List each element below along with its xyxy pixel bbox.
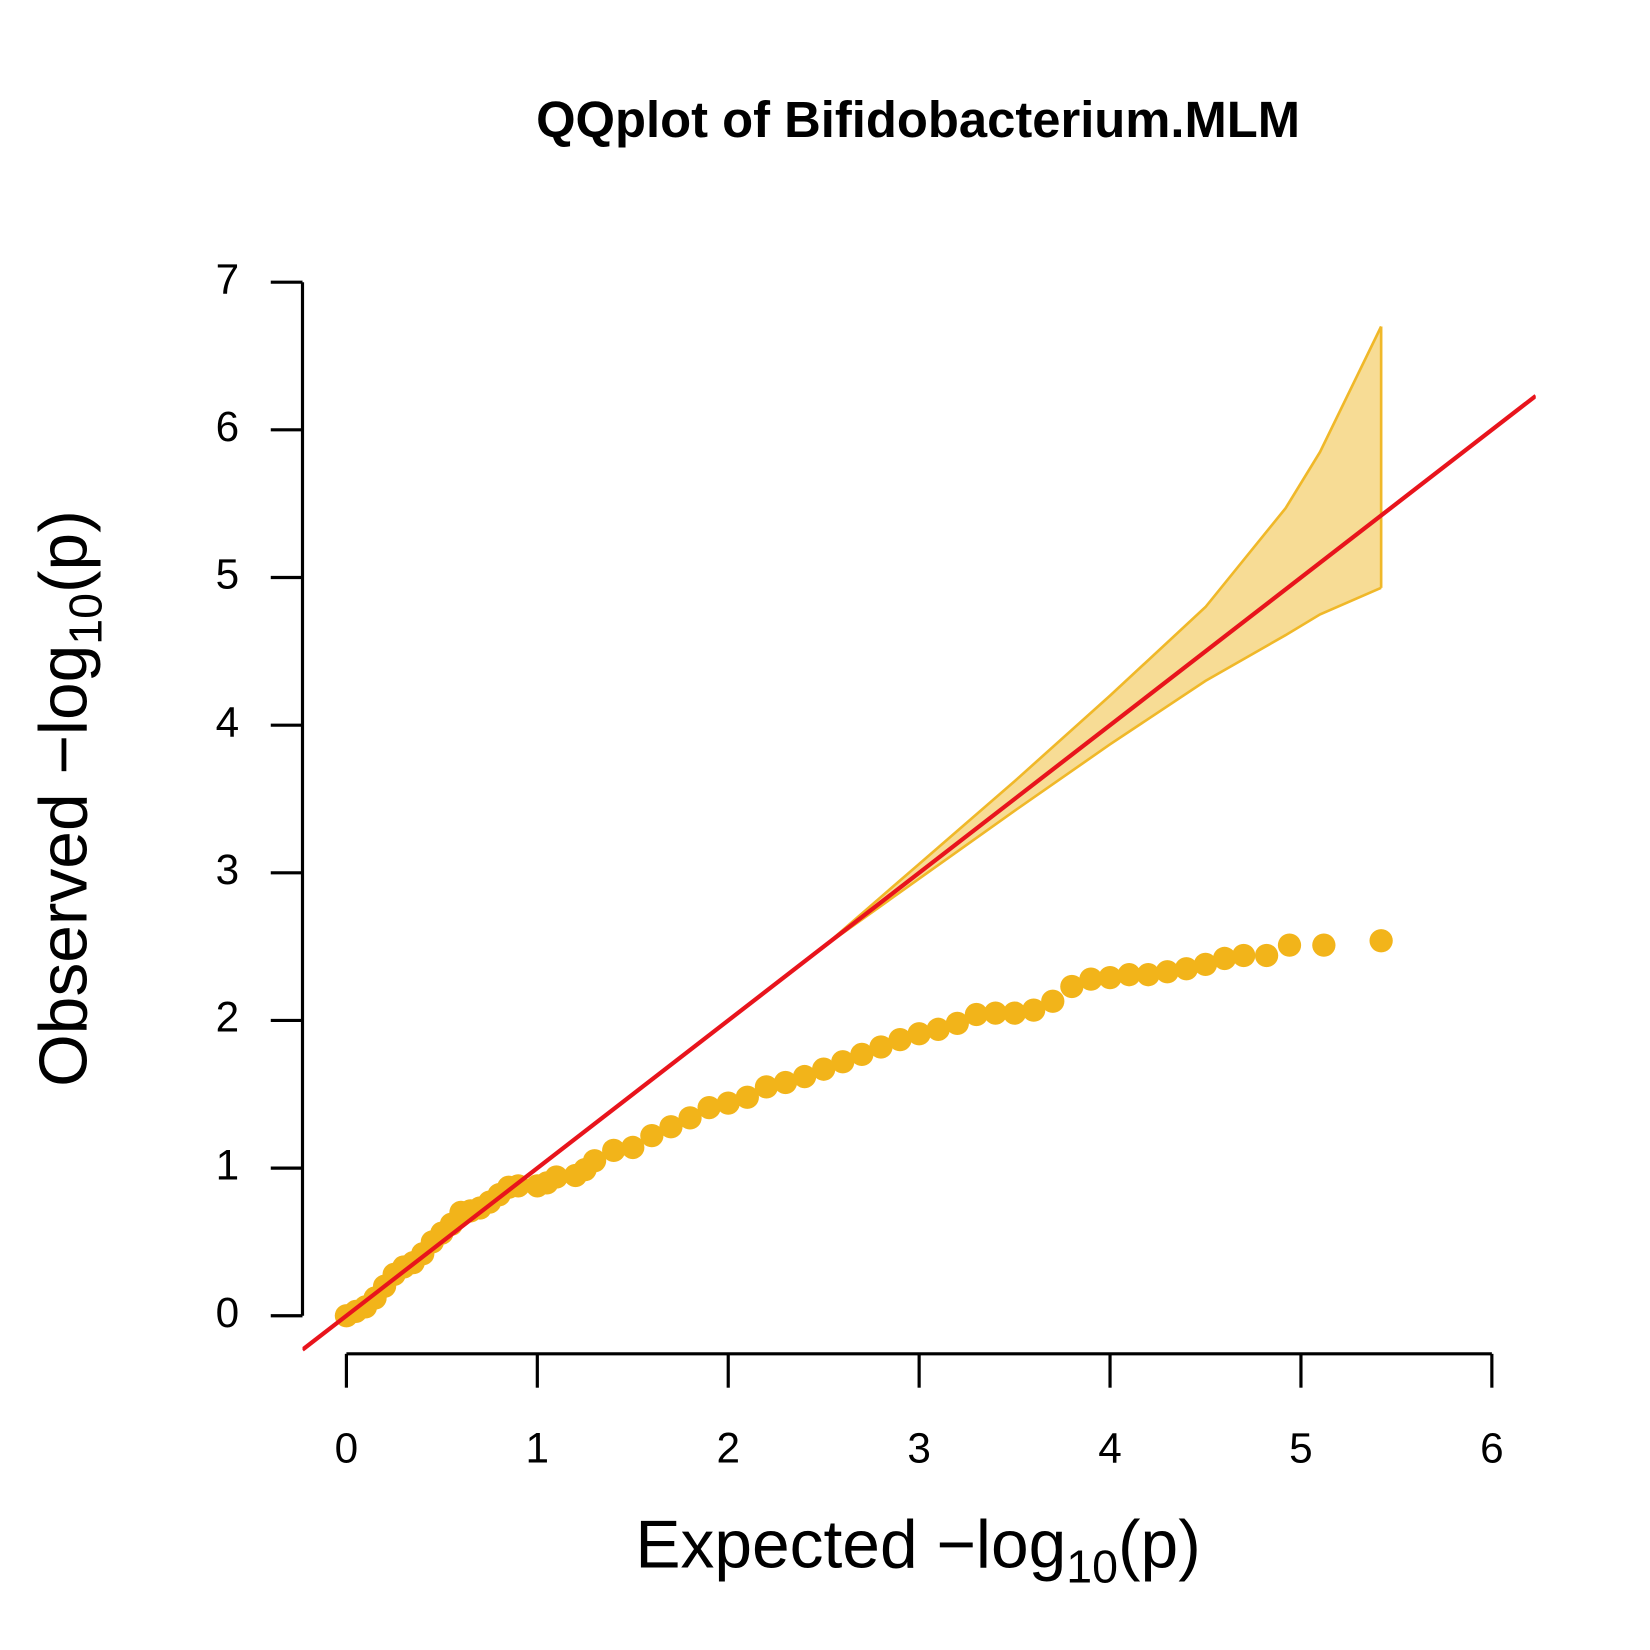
reference-line	[302, 394, 1536, 1352]
y-tick-label: 6	[216, 403, 240, 450]
y-tick-label: 3	[216, 846, 240, 893]
confidence-band	[823, 326, 1382, 947]
point	[907, 1022, 931, 1046]
y-tick-label: 4	[216, 698, 240, 745]
y-tick-label: 7	[216, 255, 240, 302]
point	[1369, 929, 1393, 953]
point	[1117, 963, 1141, 987]
point	[983, 1001, 1008, 1025]
point	[602, 1138, 626, 1163]
point	[1174, 957, 1199, 981]
point	[1193, 952, 1218, 976]
point	[1041, 989, 1065, 1013]
point	[754, 1075, 779, 1099]
point	[831, 1050, 855, 1074]
y-tick-label: 5	[216, 551, 240, 598]
chart-title: QQplot of Bifidobacterium.MLM	[536, 91, 1300, 148]
x-tick-label: 5	[1289, 1424, 1313, 1471]
point	[1155, 960, 1179, 984]
point	[735, 1085, 759, 1109]
y-label-part: Observed −log	[27, 645, 102, 1087]
x-axis-label: Expected −log10(p)	[635, 1508, 1200, 1593]
point	[716, 1091, 740, 1115]
x-tick-label: 3	[907, 1424, 931, 1471]
point	[1312, 933, 1336, 957]
point	[1277, 933, 1302, 957]
point	[812, 1057, 836, 1081]
y-tick-label: 0	[216, 1289, 240, 1336]
point	[945, 1011, 969, 1036]
x-label-subscript: 10	[1066, 1540, 1118, 1592]
point	[1254, 943, 1279, 968]
point	[678, 1106, 702, 1130]
x-tick-label: 4	[1098, 1424, 1122, 1471]
y-tick-label: 2	[216, 994, 240, 1041]
x-tick-label: 0	[335, 1424, 359, 1471]
point	[1022, 998, 1046, 1022]
point	[792, 1064, 817, 1089]
x-tick-label: 1	[526, 1424, 550, 1471]
point	[1212, 946, 1237, 971]
point	[697, 1095, 721, 1120]
y-axis-label: Observed −log10(p)	[27, 510, 112, 1087]
point	[1002, 1001, 1027, 1025]
x-tick-label: 2	[716, 1424, 740, 1471]
y-tick-label: 1	[216, 1141, 240, 1188]
y-label-subscript: 10	[60, 593, 112, 645]
point	[888, 1028, 912, 1052]
point	[582, 1149, 607, 1173]
point	[1232, 943, 1256, 968]
point	[1060, 974, 1084, 999]
band-lower	[822, 586, 1382, 948]
point	[964, 1002, 989, 1027]
point	[659, 1115, 683, 1139]
point	[1098, 966, 1122, 990]
point	[869, 1035, 893, 1059]
point	[544, 1165, 569, 1189]
point	[926, 1017, 950, 1041]
x-tick-label: 6	[1480, 1424, 1504, 1471]
point	[850, 1042, 874, 1067]
point	[1079, 967, 1103, 991]
point	[1136, 963, 1160, 987]
band-upper	[822, 325, 1383, 948]
point	[773, 1070, 798, 1095]
x-label-part: Expected −log	[635, 1508, 1066, 1583]
plot-area	[302, 325, 1536, 1352]
y-label-part: (p)	[27, 510, 102, 593]
x-label-part: (p)	[1118, 1508, 1201, 1583]
point	[640, 1123, 664, 1148]
point	[621, 1135, 645, 1160]
